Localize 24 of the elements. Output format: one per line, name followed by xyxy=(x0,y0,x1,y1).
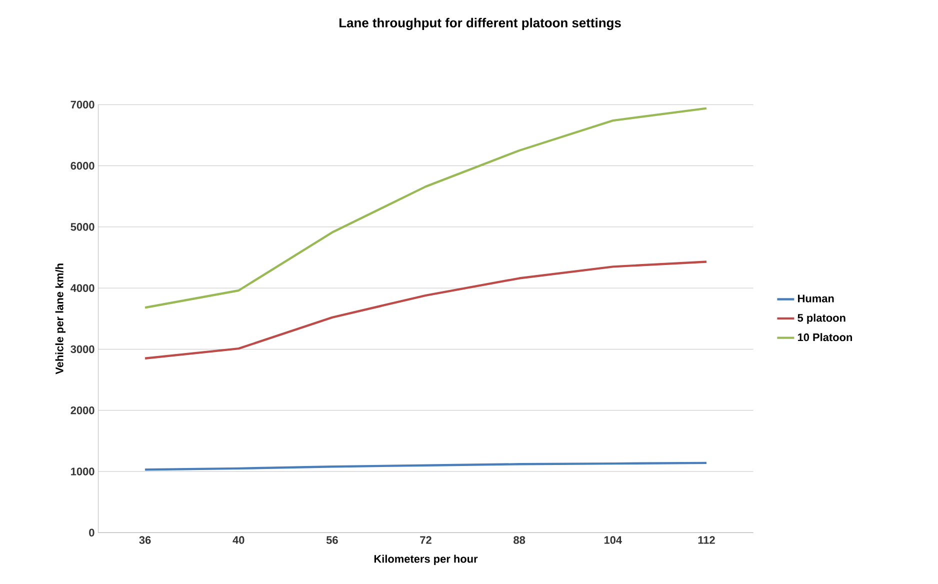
y-tick-label: 0 xyxy=(89,528,94,537)
y-tick-label: 3000 xyxy=(70,345,94,354)
y-tick-label: 4000 xyxy=(70,284,94,292)
y-tick-label: 5000 xyxy=(70,223,94,231)
y-tick-label: 7000 xyxy=(70,100,94,109)
x-tick-label: 36 xyxy=(139,536,151,544)
legend-label: 5 platoon xyxy=(798,314,846,324)
x-tick-label: 104 xyxy=(604,536,622,544)
x-tick-label: 72 xyxy=(420,536,432,544)
x-tick-label: 112 xyxy=(698,536,715,544)
legend-label: 10 Platoon xyxy=(798,333,852,342)
y-tick-label: 2000 xyxy=(70,406,94,414)
line-series xyxy=(144,260,708,360)
line-series xyxy=(144,107,708,309)
x-tick-label: 88 xyxy=(514,536,526,544)
x-tick-label: 56 xyxy=(326,536,338,544)
x-tick-label: 40 xyxy=(232,536,244,544)
y-tick-label: 6000 xyxy=(70,162,94,170)
y-tick-label: 1000 xyxy=(71,468,94,476)
y-axis-title: Vehicle per lane km/h xyxy=(55,264,66,374)
line-series xyxy=(144,462,708,471)
legend-label: Human xyxy=(798,294,834,302)
chart-title: Lane throughput for different platoon settings xyxy=(339,18,621,30)
x-axis-title: Kilometers per hour xyxy=(374,554,478,565)
